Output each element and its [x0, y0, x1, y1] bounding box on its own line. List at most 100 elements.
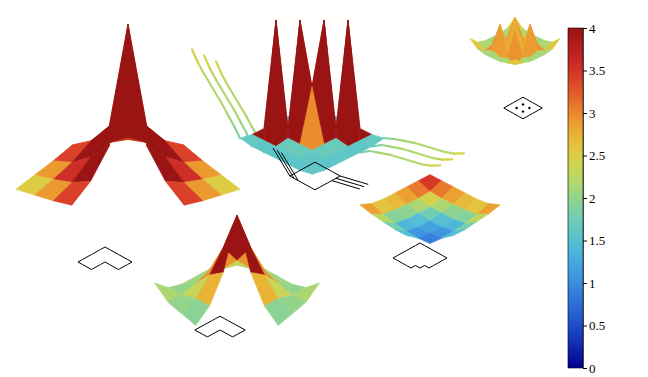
arm-segment	[222, 104, 228, 115]
outline-edge	[536, 110, 539, 112]
colorbar-tick-label: 4	[589, 21, 596, 36]
surface-patch	[530, 51, 545, 58]
outline-edge	[520, 97, 523, 99]
arm-segment	[422, 155, 432, 158]
outline-dot	[522, 110, 524, 112]
colorbar-tick-label: 1	[589, 276, 596, 291]
colorbar-tick-label: 3	[589, 106, 596, 121]
outline-edge	[443, 258, 448, 261]
outline-edge	[87, 255, 92, 258]
surface-patch	[465, 214, 488, 224]
outline-edge	[298, 181, 302, 183]
outline-edge	[429, 266, 434, 269]
arm-segment	[392, 147, 402, 149]
outline-edge	[319, 165, 323, 167]
outline-edge	[513, 113, 516, 115]
colorbar-tick-mark	[583, 28, 587, 29]
outline-edge	[92, 267, 97, 270]
outline-edge	[311, 162, 315, 164]
arm-segment	[454, 152, 464, 155]
arm-segment	[204, 55, 210, 68]
colorbar-tick-mark	[583, 326, 587, 327]
surface-patch	[237, 215, 265, 275]
outline-edge	[402, 263, 407, 266]
outline-edge	[507, 104, 510, 106]
outline-edge	[411, 266, 416, 269]
outline-edge	[302, 183, 306, 185]
outline-arm	[332, 181, 360, 189]
outline-edge	[328, 169, 332, 171]
outline-edge	[92, 252, 97, 255]
surface-panel	[360, 175, 500, 244]
outline-edge	[224, 332, 228, 334]
arm-segment	[434, 149, 444, 152]
outline-edge	[307, 165, 311, 167]
outline-edge	[536, 104, 539, 106]
arm-segment	[432, 158, 442, 160]
arm-segment	[400, 158, 410, 161]
surface-patch	[109, 24, 146, 137]
arm-segment	[210, 69, 216, 80]
surface-patch	[265, 299, 293, 326]
outline-edge	[216, 330, 220, 332]
outline-edge	[517, 115, 520, 117]
outline-edge	[332, 171, 336, 173]
colorbar: 00.511.522.533.54	[568, 21, 605, 376]
outline-edge	[332, 178, 336, 180]
outline-edge	[302, 167, 306, 169]
colorbar-tick: 0	[583, 361, 596, 376]
outline-edge	[207, 335, 211, 337]
outline-edge	[523, 117, 526, 119]
colorbar-tick-mark	[583, 113, 587, 114]
colorbar-tick: 3.5	[583, 63, 605, 78]
outline-edge	[220, 316, 224, 318]
outline-edge	[233, 335, 237, 337]
surface-patch	[508, 60, 523, 65]
outline-edge	[517, 99, 520, 101]
outline-edge	[233, 323, 237, 325]
domain-outline	[78, 247, 132, 270]
outline-edge	[328, 181, 332, 183]
colorbar-tick: 3	[583, 106, 596, 121]
arm-segment	[390, 155, 400, 158]
arm-segment	[222, 90, 228, 100]
arm-segment	[216, 61, 222, 74]
arm-segment	[234, 96, 240, 106]
arm-segment	[228, 86, 234, 96]
outline-edge	[520, 117, 523, 119]
arm-segment	[210, 84, 216, 94]
outline-edge	[195, 330, 199, 332]
arm-segment	[394, 139, 404, 141]
arm-segment	[404, 141, 414, 143]
surface-patch	[418, 233, 441, 244]
outline-edge	[319, 185, 323, 187]
arm-segment	[442, 158, 452, 161]
colorbar-gradient	[568, 28, 583, 368]
arm-segment	[370, 151, 380, 153]
colorbar-tick: 0.5	[583, 318, 605, 333]
outline-edge	[429, 248, 434, 251]
arm-segment	[424, 146, 434, 149]
surface-patch	[453, 222, 476, 232]
outline-edge	[336, 174, 340, 176]
outline-edge	[83, 265, 88, 268]
surface-patch	[264, 20, 288, 146]
colorbar-tick-mark	[583, 368, 587, 369]
arm-segment	[410, 161, 420, 164]
outline-edge	[199, 332, 203, 334]
outline-dot	[522, 103, 524, 105]
outline-edge	[119, 255, 124, 258]
outline-edge	[307, 185, 311, 187]
colorbar-tick-label: 0	[589, 361, 596, 376]
outline-edge	[203, 335, 207, 337]
outline-edge	[224, 319, 228, 321]
outline-dot	[528, 107, 530, 109]
outline-edge	[123, 257, 128, 260]
arm-segment	[430, 164, 440, 167]
outline-edge	[402, 251, 407, 254]
outline-arm	[340, 176, 368, 184]
outline-edge	[323, 183, 327, 185]
outline-edge	[101, 247, 106, 250]
outline-edge	[416, 266, 421, 269]
outline-edge	[438, 253, 443, 256]
